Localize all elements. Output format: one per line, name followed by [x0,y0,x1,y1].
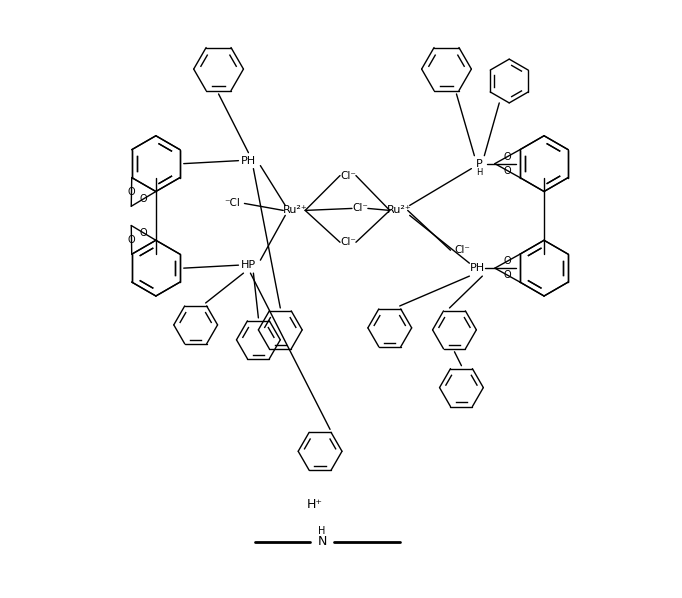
Text: Ru²⁺: Ru²⁺ [387,206,412,215]
Text: O: O [503,166,512,176]
Text: Cl⁻: Cl⁻ [454,245,471,255]
Text: PH: PH [241,155,256,166]
Text: H⁺: H⁺ [307,498,323,511]
Text: O: O [503,152,512,161]
Text: O: O [503,256,512,266]
Text: N: N [317,535,327,548]
Text: PH: PH [470,263,485,273]
Text: Cl⁻: Cl⁻ [340,237,356,247]
Text: O: O [503,270,512,280]
Text: O: O [140,228,147,238]
Text: HP: HP [241,260,256,270]
Text: P: P [476,158,483,169]
Text: Cl⁻: Cl⁻ [352,203,368,213]
Text: O: O [140,194,147,204]
Text: O: O [128,235,135,245]
Text: H: H [476,168,483,177]
Text: Cl⁻: Cl⁻ [340,170,356,181]
Text: H: H [318,526,326,536]
Text: Ru²⁺: Ru²⁺ [283,206,308,215]
Text: O: O [128,187,135,197]
Text: ⁻Cl: ⁻Cl [224,199,241,209]
